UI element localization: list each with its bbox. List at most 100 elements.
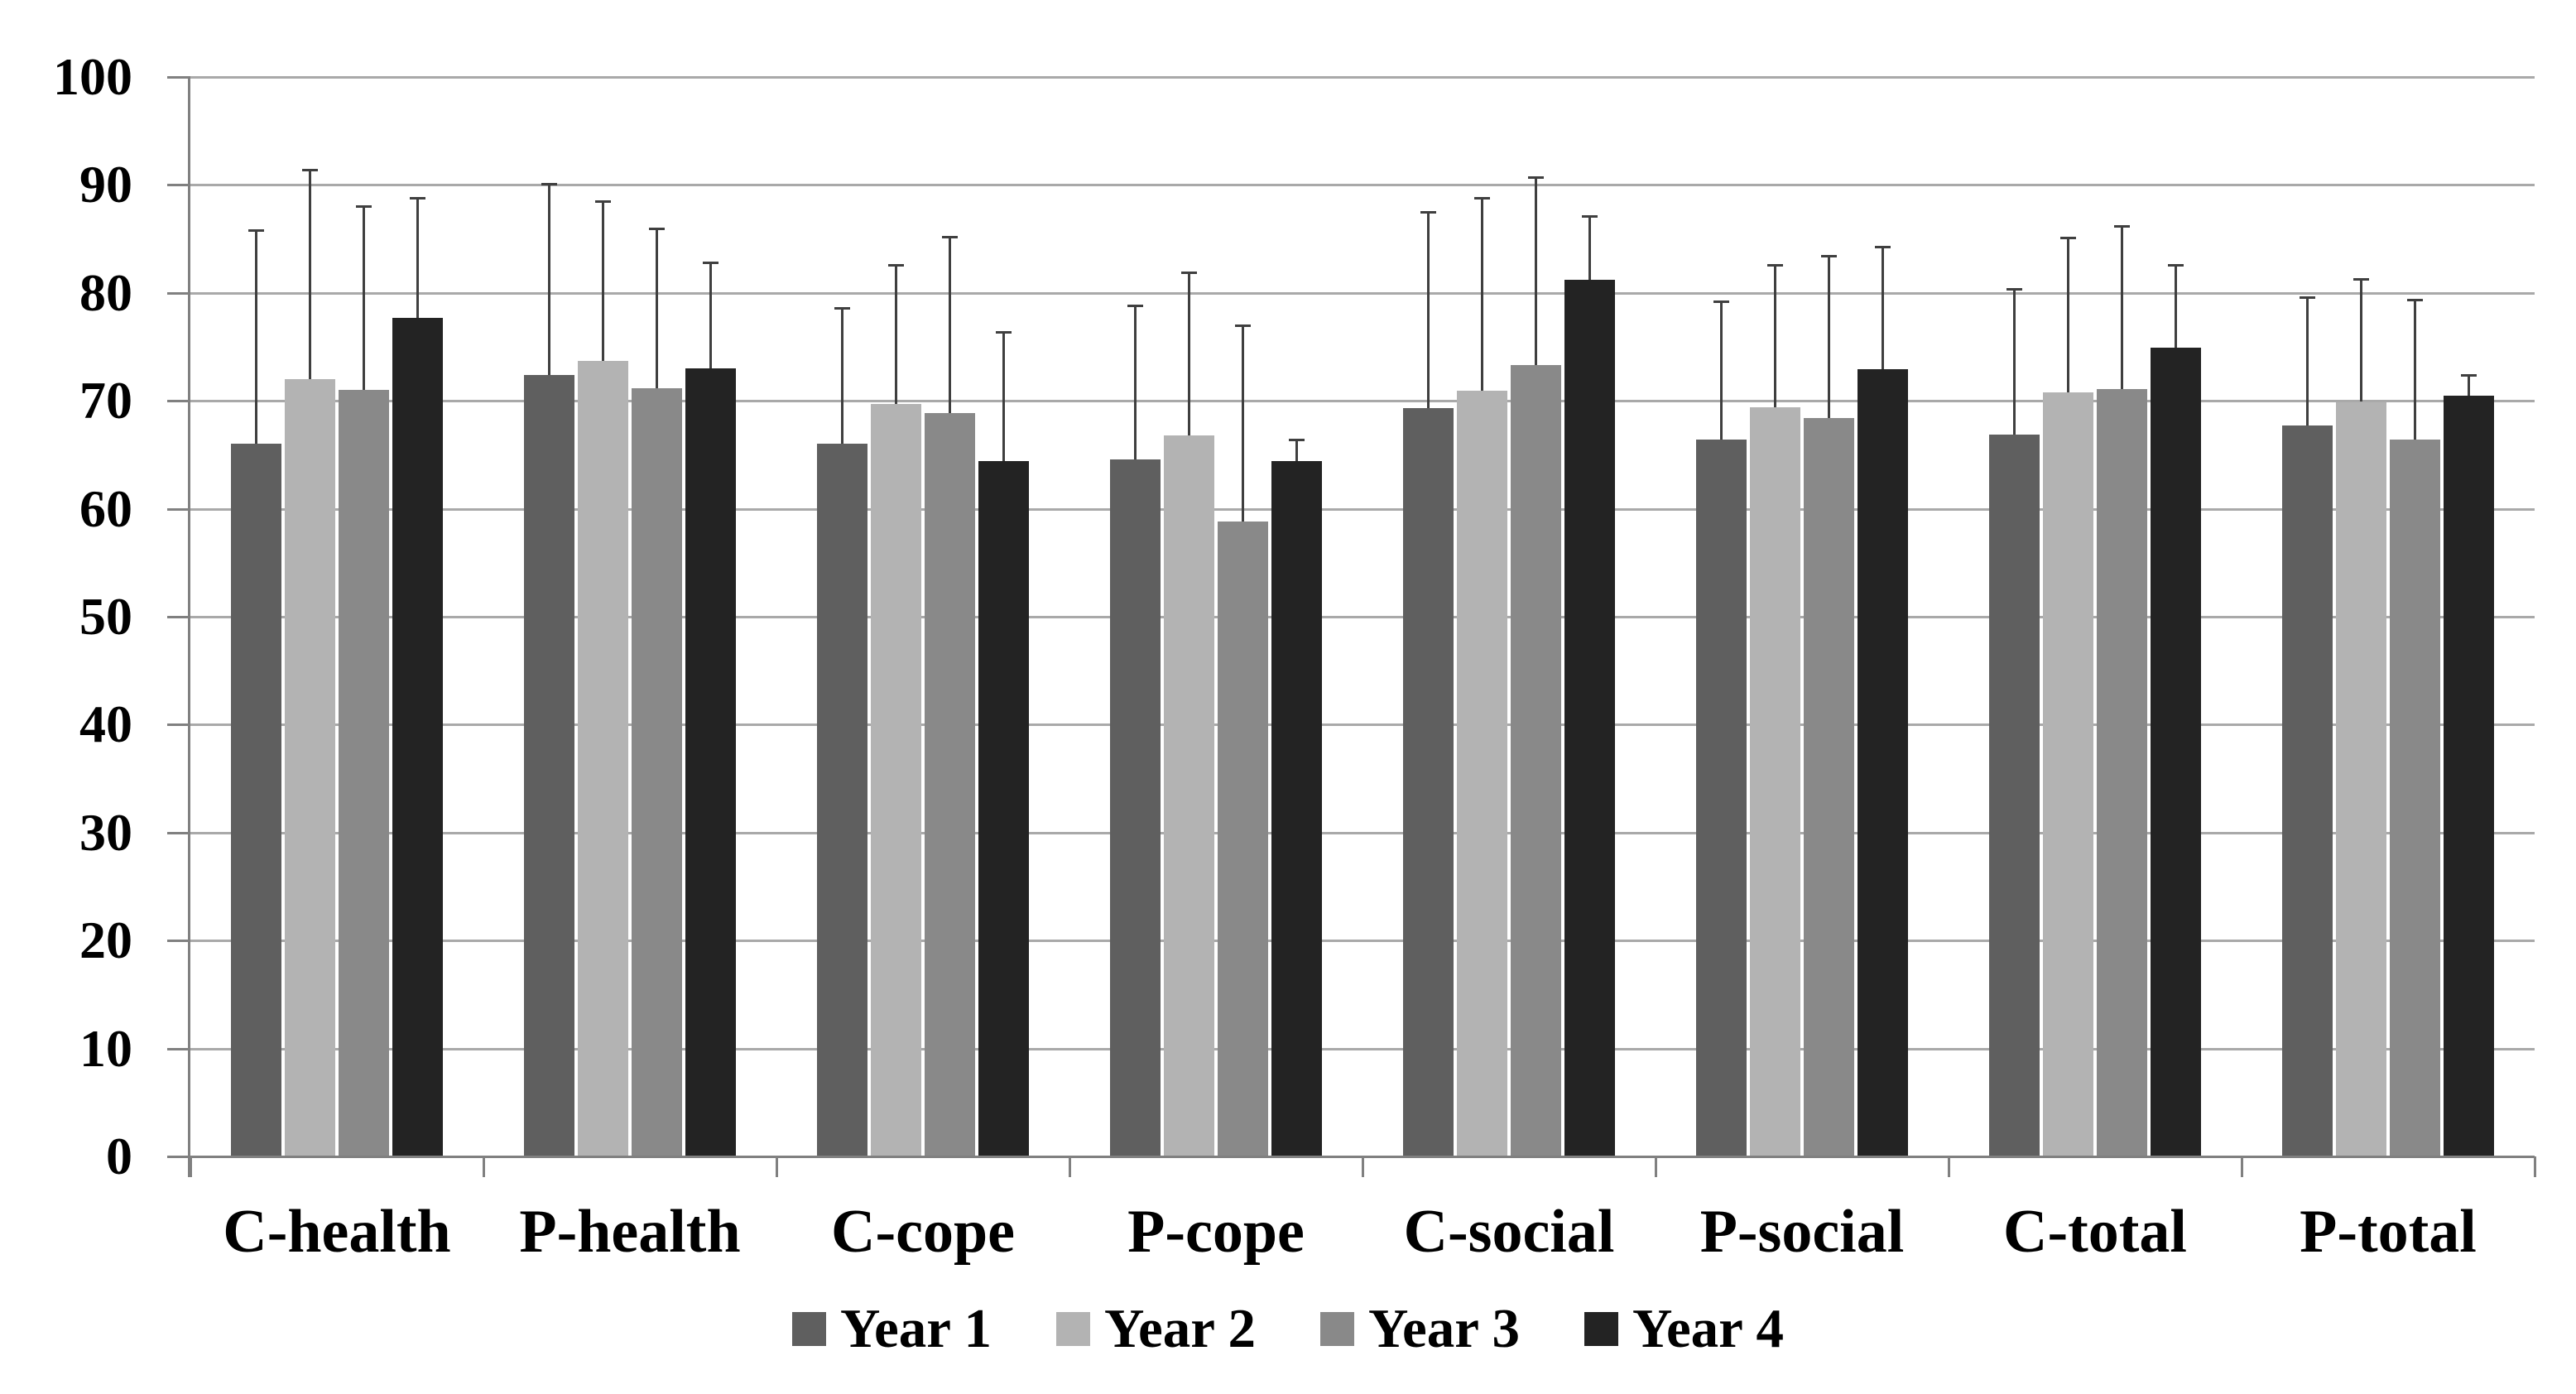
y-tick-20	[167, 940, 190, 943]
error-bar-cap	[1713, 300, 1729, 304]
y-tick-10	[167, 1047, 190, 1050]
legend-item-year3: Year 3	[1320, 1301, 1520, 1357]
error-bar-cap	[2461, 373, 2477, 377]
error-bar-cap	[248, 229, 264, 233]
y-axis-tick-label: 20	[79, 911, 132, 970]
y-axis-tick-label: 0	[106, 1127, 132, 1185]
bar-year4-p-cope	[1271, 461, 1322, 1156]
error-bar-line	[1134, 305, 1137, 459]
error-bar-cap	[2407, 298, 2423, 301]
error-bar-line	[255, 230, 257, 445]
error-bar-cap	[2114, 224, 2130, 228]
y-tick-90	[167, 184, 190, 187]
error-bar-line	[548, 184, 550, 375]
legend-item-year1: Year 1	[792, 1301, 992, 1357]
category-label-p-health: P-health	[519, 1198, 741, 1266]
legend-label: Year 4	[1632, 1298, 1784, 1359]
legend-swatch	[1320, 1312, 1354, 1346]
bar-year2-p-total	[2336, 401, 2386, 1156]
x-axis-boundary-tick	[1654, 1156, 1657, 1177]
bar-year1-c-health	[231, 444, 281, 1156]
bar-year4-c-cope	[978, 461, 1029, 1156]
error-bar-line	[602, 200, 604, 361]
bar-year4-c-total	[2151, 348, 2201, 1156]
error-bar-line	[1002, 331, 1005, 462]
bar-year4-c-health	[392, 317, 443, 1156]
gridline-10	[190, 1047, 2535, 1050]
error-bar-line	[1295, 440, 1298, 462]
error-bar-line	[2306, 297, 2309, 426]
error-bar-cap	[1181, 272, 1197, 275]
error-bar-line	[841, 308, 843, 445]
bar-year2-c-total	[2043, 392, 2093, 1156]
error-bar-line	[2175, 264, 2177, 348]
bar-year3-c-health	[339, 390, 389, 1156]
error-bar-cap	[1767, 263, 1783, 267]
category-label-c-social: C-social	[1403, 1198, 1615, 1266]
error-bar-line	[895, 264, 897, 405]
error-bar-line	[2414, 299, 2416, 440]
error-bar-line	[1188, 272, 1190, 435]
error-bar-line	[363, 206, 365, 391]
bar-year2-p-social	[1750, 407, 1800, 1156]
y-axis-tick-label: 40	[79, 695, 132, 754]
y-axis-tick-label: 70	[79, 371, 132, 430]
bar-year1-p-social	[1696, 440, 1747, 1156]
gridline-30	[190, 831, 2535, 834]
error-bar-cap	[2006, 287, 2022, 291]
gridline-50	[190, 616, 2535, 618]
legend-swatch	[1584, 1312, 1618, 1346]
bar-year3-p-health	[632, 387, 682, 1156]
bar-year2-c-cope	[871, 404, 921, 1156]
y-axis-line	[188, 77, 190, 1177]
category-label-p-cope: P-cope	[1127, 1198, 1305, 1266]
bar-year1-c-cope	[817, 444, 867, 1156]
y-tick-80	[167, 291, 190, 295]
error-bar-line	[1588, 216, 1591, 281]
error-bar-line	[2013, 288, 2016, 435]
legend-label: Year 2	[1104, 1298, 1256, 1359]
error-bar-line	[1481, 198, 1483, 392]
y-tick-50	[167, 616, 190, 618]
error-bar-cap	[1875, 245, 1891, 248]
gridline-80	[190, 291, 2535, 295]
bar-year3-p-total	[2390, 440, 2440, 1156]
x-axis-boundary-tick	[775, 1156, 778, 1177]
error-bar-cap	[1235, 324, 1251, 327]
y-axis-tick-label: 10	[79, 1018, 132, 1078]
x-axis-boundary-tick	[1947, 1156, 1950, 1177]
gridline-40	[190, 723, 2535, 727]
y-axis-tick-label: 90	[79, 155, 132, 214]
error-bar-line	[2121, 225, 2123, 389]
x-axis-boundary-tick	[189, 1156, 192, 1177]
gridline-60	[190, 507, 2535, 511]
x-axis-boundary-tick	[1068, 1156, 1071, 1177]
error-bar-cap	[1420, 211, 1436, 214]
bar-year1-c-total	[1989, 434, 2040, 1156]
error-bar-line	[709, 262, 712, 369]
bar-year2-p-health	[578, 360, 628, 1156]
error-bar-cap	[1528, 176, 1544, 180]
error-bar-cap	[996, 330, 1012, 334]
error-bar-line	[1774, 264, 1776, 408]
bar-year4-p-health	[685, 368, 736, 1156]
bar-year2-c-health	[285, 379, 335, 1156]
error-bar-cap	[541, 183, 557, 186]
error-bar-cap	[1289, 439, 1305, 442]
error-bar-line	[309, 170, 311, 380]
category-label-c-cope: C-cope	[831, 1198, 1015, 1266]
y-axis-tick-label: 100	[53, 47, 132, 106]
x-axis-boundary-tick	[482, 1156, 485, 1177]
bar-year4-c-social	[1564, 280, 1615, 1156]
error-bar-cap	[2060, 237, 2076, 240]
bar-year3-c-total	[2097, 388, 2147, 1156]
bar-year3-p-cope	[1218, 522, 1268, 1156]
error-bar-cap	[649, 227, 665, 230]
bar-year1-p-total	[2282, 425, 2333, 1156]
bar-year2-c-social	[1457, 391, 1507, 1156]
error-bar-line	[1242, 324, 1244, 522]
y-tick-40	[167, 723, 190, 727]
error-bar-cap	[2300, 296, 2315, 300]
legend-label: Year 1	[840, 1298, 992, 1359]
legend-swatch	[792, 1312, 827, 1346]
